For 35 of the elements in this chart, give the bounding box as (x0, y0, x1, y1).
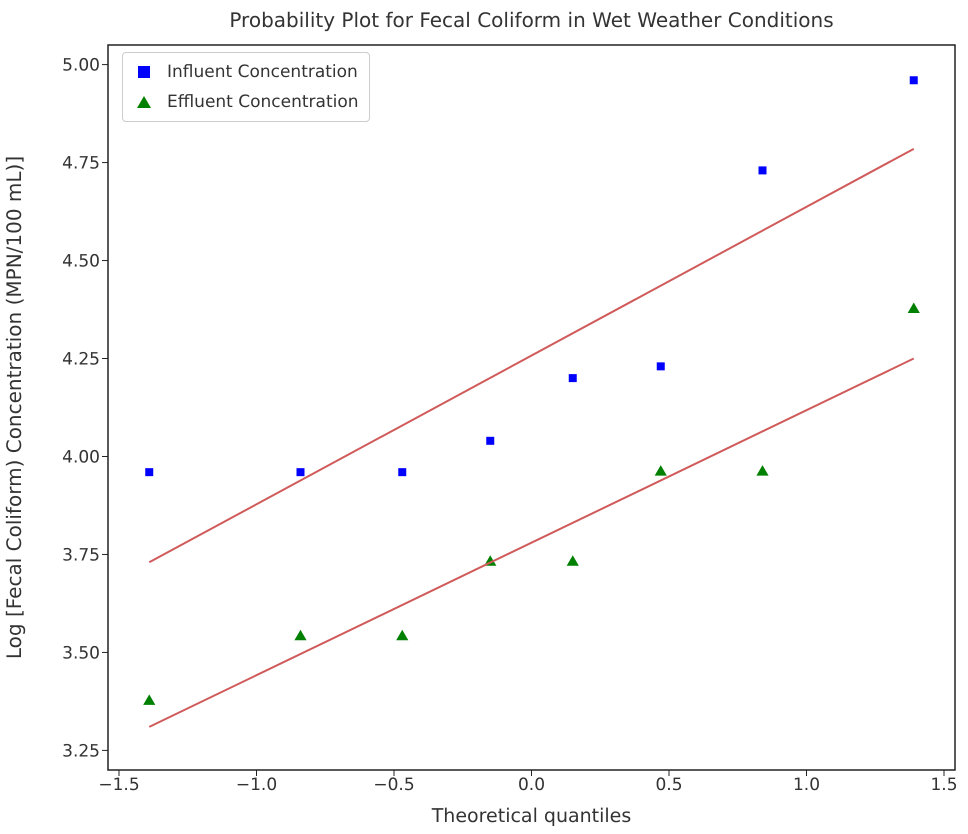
x-axis-title: Theoretical quantiles (430, 805, 632, 827)
point (656, 362, 665, 370)
y-tick-label: 3.50 (62, 643, 100, 664)
point (568, 374, 577, 382)
legend-label: Influent Concentration (167, 61, 358, 84)
y-tick-label: 3.75 (62, 545, 100, 566)
y-tick-label: 4.75 (62, 154, 100, 174)
point (486, 436, 494, 445)
y-axis-title: Log [Fecal Coliform) Concentration (MPN/100 mL)] (2, 156, 26, 660)
point (294, 630, 307, 640)
point (654, 465, 667, 476)
point (145, 468, 154, 476)
x-tick-label: 1.5 (930, 775, 958, 796)
x-tick-label: −1.5 (98, 775, 140, 796)
x-tick-label: 1.0 (792, 775, 820, 796)
y-tick-label: 3.25 (62, 741, 100, 762)
chart-title: Probability Plot for Fecal Coliform in Wet Weather Conditions (228, 8, 835, 32)
point (756, 465, 769, 476)
point (758, 166, 766, 174)
legend-label: Effluent Concentration (167, 91, 359, 114)
y-tick-label: 4.50 (62, 252, 100, 272)
x-tick-label: 0.5 (655, 775, 683, 796)
x-tick-label: 0.0 (518, 775, 546, 796)
point (908, 302, 920, 314)
y-tick-label: 4.00 (62, 448, 100, 468)
point (396, 630, 408, 640)
point (143, 694, 156, 705)
x-tick-label: −0.5 (373, 775, 415, 796)
point (296, 468, 304, 476)
y-tick-label: 4.25 (62, 350, 100, 370)
point (398, 468, 406, 476)
point (910, 76, 918, 84)
point (566, 555, 579, 566)
y-tick-label: 5.00 (62, 56, 100, 76)
x-tick-label: −1.0 (236, 775, 278, 796)
